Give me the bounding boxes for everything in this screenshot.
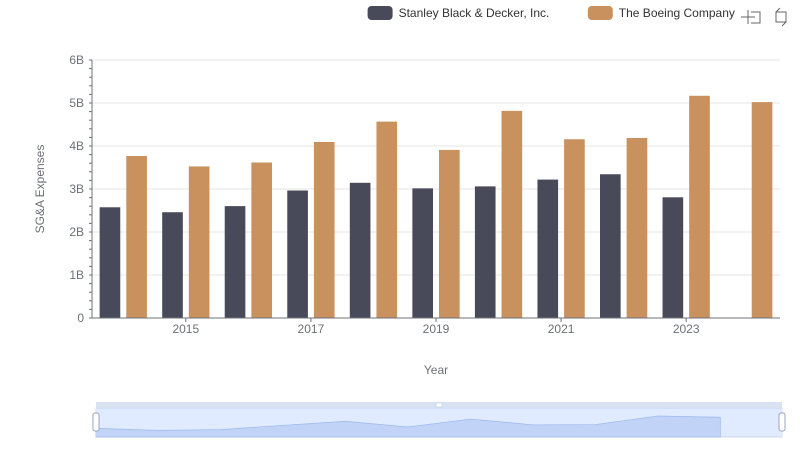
restore-icon[interactable] (775, 7, 787, 27)
bar[interactable] (349, 182, 371, 318)
bar[interactable] (99, 207, 121, 318)
legend-item[interactable]: The Boeing Company (587, 6, 735, 20)
bars (99, 95, 773, 318)
y-tick-label: 1B (69, 268, 84, 282)
zoom-icon[interactable] (741, 10, 761, 24)
bar[interactable] (564, 139, 585, 318)
bar[interactable] (439, 149, 460, 318)
bar[interactable] (501, 110, 523, 318)
toolbar[interactable] (741, 7, 787, 27)
bar[interactable] (126, 156, 147, 318)
x-tick-label: 2015 (172, 322, 199, 336)
legend-label: The Boeing Company (619, 6, 735, 20)
zoom-right-handle[interactable] (778, 412, 786, 432)
y-tick-label: 6B (69, 53, 84, 67)
legend[interactable]: Stanley Black & Decker, Inc. The Boeing C… (367, 6, 735, 20)
y-tick-label: 5B (69, 96, 84, 110)
legend-label: Stanley Black & Decker, Inc. (399, 6, 550, 20)
bar[interactable] (626, 137, 648, 318)
bar[interactable] (599, 174, 621, 318)
bar[interactable] (224, 206, 246, 318)
zoom-selected-range[interactable] (97, 408, 781, 437)
bar[interactable] (162, 212, 183, 318)
zoom-grip-icon[interactable] (435, 402, 443, 408)
x-tick-label: 2021 (548, 322, 575, 336)
zoom-preview-area (95, 415, 721, 438)
y-axis-title: SG&A Expenses (33, 145, 47, 234)
bar[interactable] (662, 197, 684, 318)
legend-item[interactable]: Stanley Black & Decker, Inc. (367, 6, 550, 20)
axes: 0 1B 2B 3B 4B 5B 6B 2015 2017 2019 2021 2023 (69, 53, 780, 336)
x-tick-label: 2019 (423, 322, 450, 336)
bar[interactable] (251, 162, 273, 318)
zoom-left-handle[interactable] (92, 412, 100, 432)
data-zoom-slider[interactable] (92, 402, 786, 438)
bar[interactable] (412, 188, 433, 318)
bar[interactable] (689, 95, 710, 318)
legend-swatch (367, 6, 393, 20)
y-tick-label: 3B (69, 182, 84, 196)
x-axis-title: Year (424, 363, 448, 377)
bar[interactable] (751, 102, 773, 318)
bar[interactable] (287, 190, 308, 318)
legend-swatch (587, 6, 613, 20)
y-tick-label: 0 (77, 311, 84, 325)
y-tick-label: 2B (69, 225, 84, 239)
x-tick-label: 2023 (673, 322, 700, 336)
y-tick-label: 4B (69, 139, 84, 153)
bar[interactable] (537, 179, 559, 318)
bar[interactable] (376, 121, 398, 318)
bar[interactable] (313, 141, 335, 318)
bar[interactable] (188, 166, 210, 318)
x-tick-label: 2017 (298, 322, 325, 336)
bar[interactable] (474, 186, 496, 318)
